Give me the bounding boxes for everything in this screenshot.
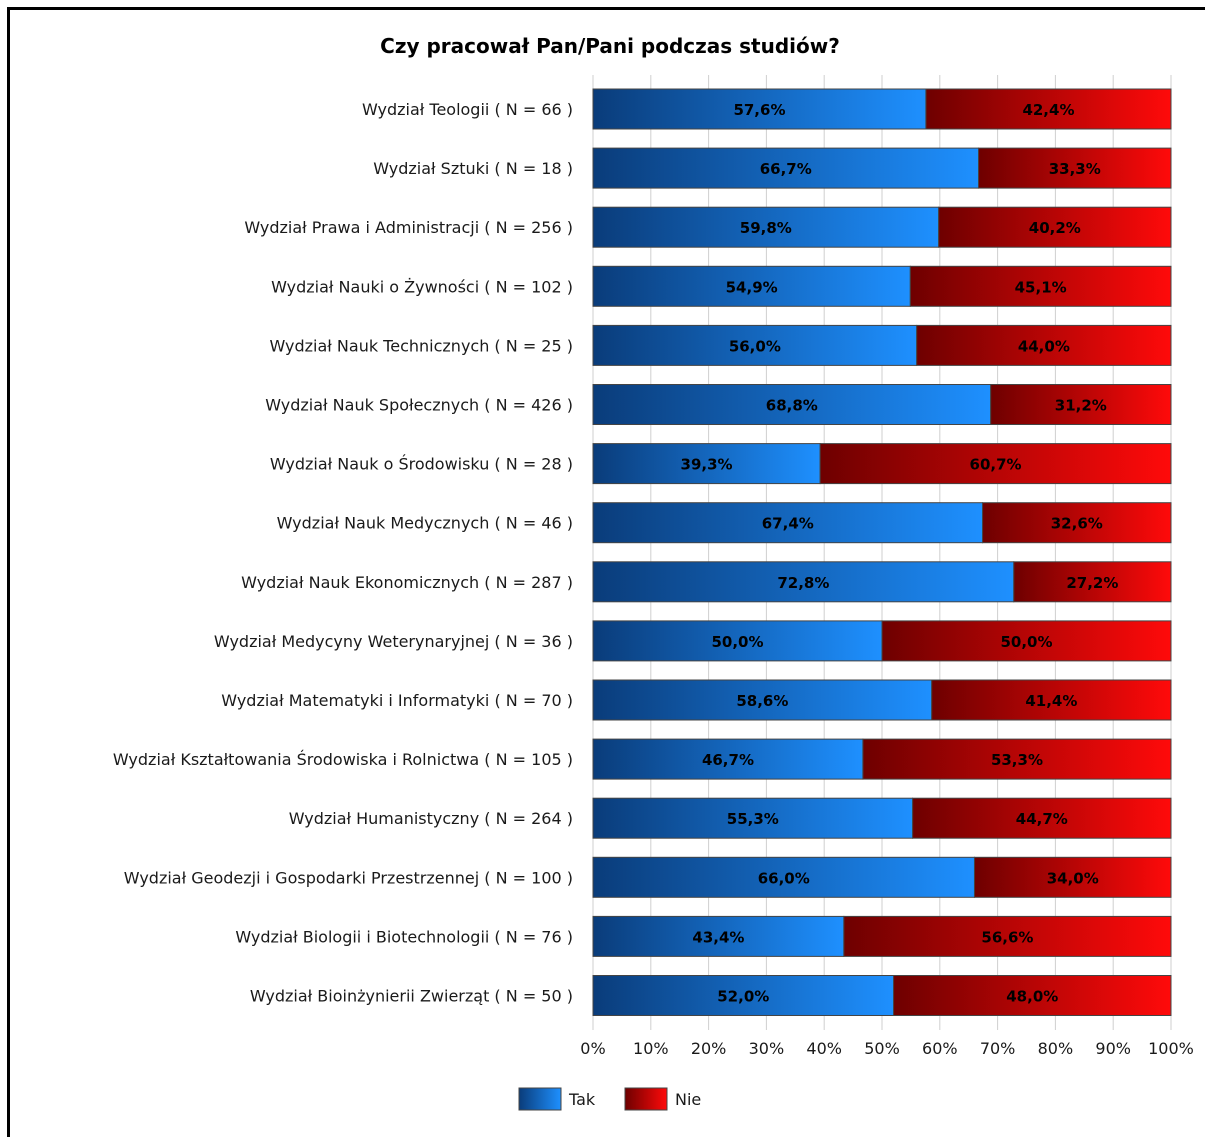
bar-segment-nie [862,738,1172,780]
category-labels: Wydział Teologii ( N = 66 ) Wydział Sztuk… [113,100,573,1006]
bar-segment-nie [925,88,1172,130]
bar-value-label: 50,0% [711,633,763,651]
bar-segment-nie [990,384,1172,425]
bars: 57,6% 42,4% 66,7% 33,3% 59,8% 40,2% 54,9% 45,1%… [592,88,1172,1016]
bar-value-label: 44,7% [1016,810,1068,828]
bar-value-label: 60,7% [970,456,1022,474]
legend-swatch-tak [518,1087,562,1111]
bar-segment-nie [909,265,1172,307]
bar-segment-nie [978,147,1172,189]
category-label: Wydział Nauk Medycznych ( N = 46 ) [277,514,573,533]
x-tick-label: 80% [1038,1039,1074,1058]
bar-segment-tak [592,147,980,189]
x-tick-label: 10% [633,1039,669,1058]
bar-segment-nie [881,620,1172,662]
bar-value-label: 34,0% [1047,869,1099,887]
bar-value-label: 58,6% [736,692,788,710]
bar-segment-nie [982,502,1172,544]
bar-segment-tak [592,915,845,957]
bar-value-label: 66,0% [758,869,810,887]
bar-segment-nie [843,915,1172,957]
bar-value-label: 46,7% [702,751,754,769]
category-label: Wydział Nauki o Żywności ( N = 102 ) [271,277,573,296]
bar-value-label: 45,1% [1015,278,1067,296]
bar-value-label: 31,2% [1055,397,1107,415]
category-label: Wydział Nauk Społecznych ( N = 426 ) [265,396,573,415]
category-label: Wydział Nauk o Środowisku ( N = 28 ) [270,455,573,474]
bar-segment-tak [592,502,984,544]
bar-segment-nie [912,797,1172,839]
bar-segment-tak [592,561,1015,603]
legend-label: Tak [568,1090,596,1109]
bar-segment-tak [592,856,975,898]
bar-value-label: 72,8% [777,574,829,592]
bar-segment-nie [973,856,1172,898]
bar-value-label: 44,0% [1018,337,1070,355]
bar-value-label: 33,3% [1049,160,1101,178]
x-tick-label: 30% [749,1039,785,1058]
x-tick-label: 40% [806,1039,842,1058]
category-label: Wydział Geodezji i Gospodarki Przestrzen… [124,868,573,887]
bar-value-label: 56,0% [729,337,781,355]
bar-value-label: 66,7% [760,160,812,178]
bar-value-label: 27,2% [1066,574,1118,592]
bar-value-label: 54,9% [726,278,778,296]
bar-segment-nie [938,206,1172,248]
x-tick-label: 0% [580,1039,605,1058]
bar-value-label: 57,6% [733,101,785,119]
x-tick-label: 50% [864,1039,900,1058]
chart-frame [7,7,1205,1137]
x-tick-label: 60% [922,1039,958,1058]
category-label: Wydział Biologii i Biotechnologii ( N = … [235,927,573,946]
bar-segment-tak [592,679,933,721]
bar-segment-tak [592,384,992,425]
legend: Tak Nie [518,1087,701,1111]
bar-value-label: 68,8% [766,397,818,415]
chart-title: Czy pracował Pan/Pani podczas studiów? [380,34,840,58]
category-label: Wydział Humanistyczny ( N = 264 ) [289,809,573,828]
category-label: Wydział Kształtowania Środowiska i Rolni… [113,750,573,769]
category-label: Wydział Bioinżynierii Zwierząt ( N = 50 … [250,987,573,1006]
bar-value-label: 53,3% [991,751,1043,769]
bar-segment-nie [1013,561,1172,603]
bar-value-label: 56,6% [981,928,1033,946]
bar-value-label: 41,4% [1025,692,1077,710]
bar-segment-tak [592,265,911,307]
bar-value-label: 32,6% [1051,515,1103,533]
x-tick-label: 20% [691,1039,727,1058]
bar-value-label: 50,0% [1000,633,1052,651]
category-label: Wydział Sztuki ( N = 18 ) [373,159,573,178]
bar-segment-nie [819,443,1172,485]
bar-segment-tak [592,797,914,839]
bar-value-label: 43,4% [692,928,744,946]
bar-value-label: 55,3% [727,810,779,828]
bar-value-label: 59,8% [740,219,792,237]
category-label: Wydział Teologii ( N = 66 ) [362,100,573,119]
bar-value-label: 42,4% [1022,101,1074,119]
category-label: Wydział Nauk Technicznych ( N = 25 ) [269,336,573,355]
bar-value-label: 52,0% [717,988,769,1006]
bar-value-label: 40,2% [1029,219,1081,237]
x-tick-label: 90% [1095,1039,1131,1058]
bar-segment-tak [592,443,821,485]
category-label: Wydział Nauk Ekonomicznych ( N = 287 ) [241,573,573,592]
category-label: Wydział Medycyny Weterynaryjnej ( N = 36… [214,632,573,651]
bar-value-label: 67,4% [762,515,814,533]
bar-segment-tak [592,206,940,248]
category-label: Wydział Matematyki i Informatyki ( N = 7… [221,691,573,710]
category-label: Wydział Prawa i Administracji ( N = 256 … [244,218,573,237]
bar-value-label: 48,0% [1006,988,1058,1006]
bar-segment-tak [592,88,927,130]
x-tick-label: 100% [1148,1039,1194,1058]
bar-segment-nie [916,324,1172,366]
legend-label: Nie [675,1090,701,1109]
bar-value-label: 39,3% [681,456,733,474]
legend-swatch-nie [624,1087,668,1111]
bar-segment-tak [592,324,918,366]
x-axis-ticks: 0% 10% 20% 30% 40% 50% 60% 70% 80% 90% 100% [580,1039,1194,1058]
bar-segment-nie [931,679,1172,721]
bar-segment-nie [893,975,1172,1016]
x-tick-label: 70% [980,1039,1016,1058]
